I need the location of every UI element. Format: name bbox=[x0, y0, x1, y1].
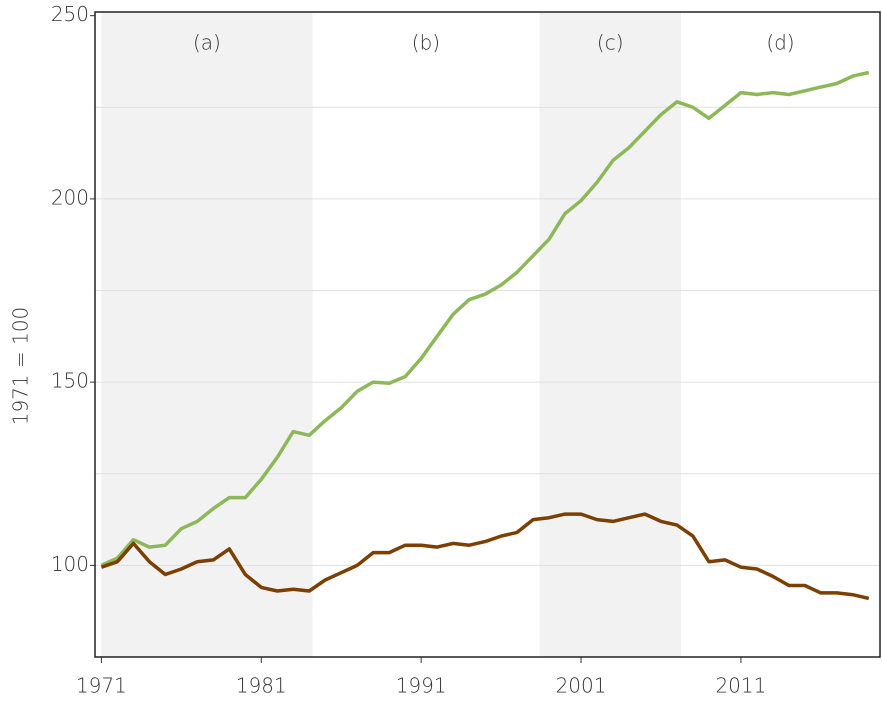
series-line bbox=[100, 512, 870, 601]
period-label: (d) bbox=[766, 31, 794, 55]
x-tick-label: 2011 bbox=[715, 674, 766, 698]
x-tick-label: 1991 bbox=[396, 674, 447, 698]
series-line bbox=[100, 70, 870, 567]
x-tick-label: 1981 bbox=[236, 674, 287, 698]
y-axis-label: 1971 = 100 bbox=[9, 307, 33, 426]
period-label: (c) bbox=[597, 31, 624, 55]
x-tick-label: 2001 bbox=[556, 674, 607, 698]
y-tick-label: 200 bbox=[51, 185, 89, 209]
x-tick-label: 1971 bbox=[76, 674, 127, 698]
period-shade bbox=[539, 12, 681, 657]
period-label: (b) bbox=[412, 31, 440, 55]
period-label: (a) bbox=[193, 31, 221, 55]
plot-frame bbox=[94, 11, 881, 658]
y-tick-label: 100 bbox=[51, 552, 89, 576]
y-tick-label: 250 bbox=[51, 2, 89, 26]
y-tick-label: 150 bbox=[51, 369, 89, 393]
